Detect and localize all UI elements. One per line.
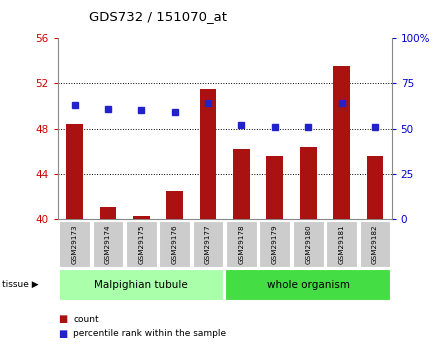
- Bar: [193, 221, 223, 267]
- Bar: [166, 191, 183, 219]
- Text: whole organism: whole organism: [267, 280, 350, 289]
- Bar: [233, 149, 250, 219]
- Text: GSM29176: GSM29176: [172, 224, 178, 264]
- Text: GDS732 / 151070_at: GDS732 / 151070_at: [89, 10, 227, 23]
- Text: GSM29178: GSM29178: [239, 224, 244, 264]
- Bar: [100, 207, 116, 219]
- Bar: [300, 147, 316, 219]
- Bar: [360, 221, 390, 267]
- Bar: [333, 66, 350, 219]
- Bar: [226, 269, 390, 300]
- Text: ■: ■: [58, 329, 67, 338]
- Text: GSM29177: GSM29177: [205, 224, 211, 264]
- Bar: [59, 269, 222, 300]
- Bar: [226, 221, 257, 267]
- Text: GSM29182: GSM29182: [372, 224, 378, 264]
- Text: GSM29179: GSM29179: [272, 224, 278, 264]
- Text: percentile rank within the sample: percentile rank within the sample: [73, 329, 227, 338]
- Text: GSM29174: GSM29174: [105, 224, 111, 264]
- Text: tissue ▶: tissue ▶: [2, 280, 39, 289]
- Text: GSM29173: GSM29173: [72, 224, 77, 264]
- Text: count: count: [73, 315, 99, 324]
- Bar: [267, 156, 283, 219]
- Text: GSM29175: GSM29175: [138, 224, 144, 264]
- Text: GSM29180: GSM29180: [305, 224, 311, 264]
- Bar: [126, 221, 157, 267]
- Bar: [133, 216, 150, 219]
- Bar: [59, 221, 90, 267]
- Text: GSM29181: GSM29181: [339, 224, 344, 264]
- Bar: [66, 124, 83, 219]
- Bar: [159, 221, 190, 267]
- Text: Malpighian tubule: Malpighian tubule: [94, 280, 188, 289]
- Bar: [200, 89, 216, 219]
- Bar: [93, 221, 123, 267]
- Bar: [326, 221, 357, 267]
- Text: ■: ■: [58, 314, 67, 324]
- Bar: [367, 156, 383, 219]
- Bar: [293, 221, 324, 267]
- Bar: [259, 221, 290, 267]
